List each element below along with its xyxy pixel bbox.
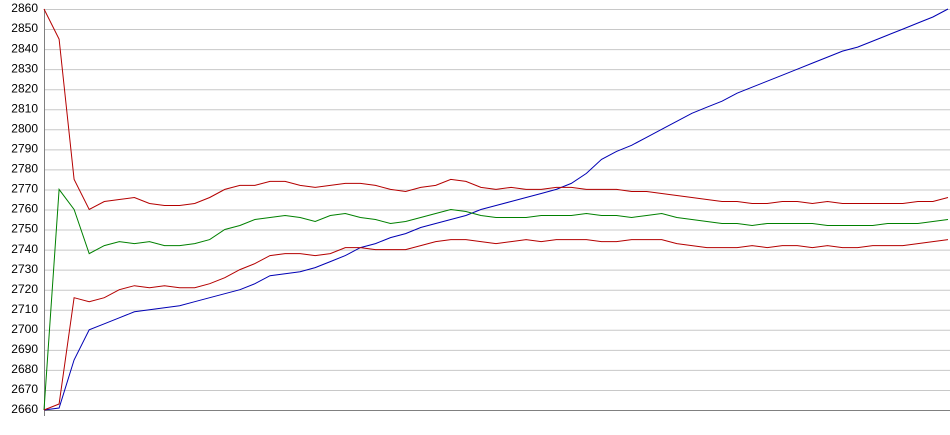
y-tick-label: 2680 bbox=[11, 362, 38, 376]
y-tick-label: 2850 bbox=[11, 21, 38, 35]
y-tick-label: 2810 bbox=[11, 101, 38, 115]
y-tick-label: 2780 bbox=[11, 162, 38, 176]
y-tick-label: 2820 bbox=[11, 81, 38, 95]
y-tick-label: 2720 bbox=[11, 282, 38, 296]
series-line bbox=[43, 8, 949, 411]
y-tick-label: 2830 bbox=[11, 61, 38, 75]
y-tick-label: 2660 bbox=[11, 402, 38, 416]
series-line bbox=[43, 8, 949, 211]
y-tick-label: 2690 bbox=[11, 342, 38, 356]
y-tick-label: 2760 bbox=[11, 202, 38, 216]
y-tick-label: 2790 bbox=[11, 142, 38, 156]
y-tick-label: 2730 bbox=[11, 262, 38, 276]
y-tick-label: 2740 bbox=[11, 242, 38, 256]
y-tick-label: 2710 bbox=[11, 302, 38, 316]
y-tick-label: 2860 bbox=[11, 1, 38, 15]
y-tick-label: 2750 bbox=[11, 222, 38, 236]
y-tick-label: 2700 bbox=[11, 322, 38, 336]
y-tick-label: 2840 bbox=[11, 41, 38, 55]
y-tick-label: 2770 bbox=[11, 182, 38, 196]
y-tick-label: 2670 bbox=[11, 382, 38, 396]
series-line bbox=[43, 188, 949, 411]
series-line bbox=[43, 239, 949, 411]
y-tick-label: 2800 bbox=[11, 121, 38, 135]
